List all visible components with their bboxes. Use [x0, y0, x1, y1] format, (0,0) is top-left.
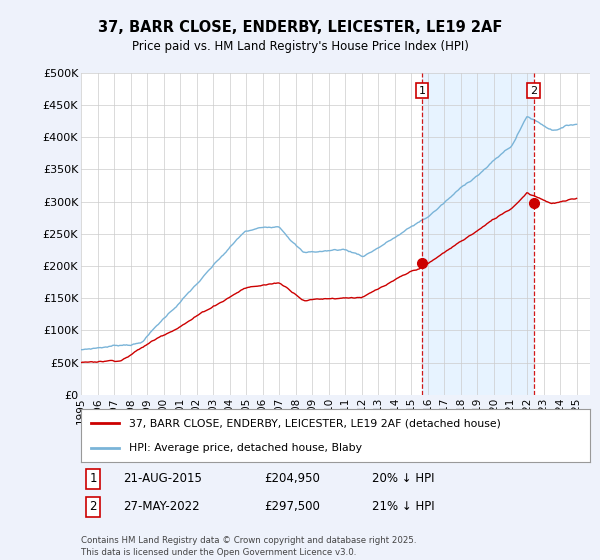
- Text: £204,950: £204,950: [264, 472, 320, 486]
- Text: 2: 2: [530, 86, 537, 96]
- Text: 1: 1: [419, 86, 425, 96]
- Text: 21-AUG-2015: 21-AUG-2015: [123, 472, 202, 486]
- Text: Price paid vs. HM Land Registry's House Price Index (HPI): Price paid vs. HM Land Registry's House …: [131, 40, 469, 53]
- Text: 1: 1: [89, 472, 97, 486]
- Text: 21% ↓ HPI: 21% ↓ HPI: [372, 500, 434, 514]
- Text: 27-MAY-2022: 27-MAY-2022: [123, 500, 200, 514]
- Text: £297,500: £297,500: [264, 500, 320, 514]
- Text: HPI: Average price, detached house, Blaby: HPI: Average price, detached house, Blab…: [130, 442, 362, 452]
- Text: Contains HM Land Registry data © Crown copyright and database right 2025.
This d: Contains HM Land Registry data © Crown c…: [81, 536, 416, 557]
- Text: 37, BARR CLOSE, ENDERBY, LEICESTER, LE19 2AF: 37, BARR CLOSE, ENDERBY, LEICESTER, LE19…: [98, 20, 502, 35]
- Text: 2: 2: [89, 500, 97, 514]
- Text: 20% ↓ HPI: 20% ↓ HPI: [372, 472, 434, 486]
- Bar: [422, 73, 533, 395]
- Text: 37, BARR CLOSE, ENDERBY, LEICESTER, LE19 2AF (detached house): 37, BARR CLOSE, ENDERBY, LEICESTER, LE19…: [130, 418, 501, 428]
